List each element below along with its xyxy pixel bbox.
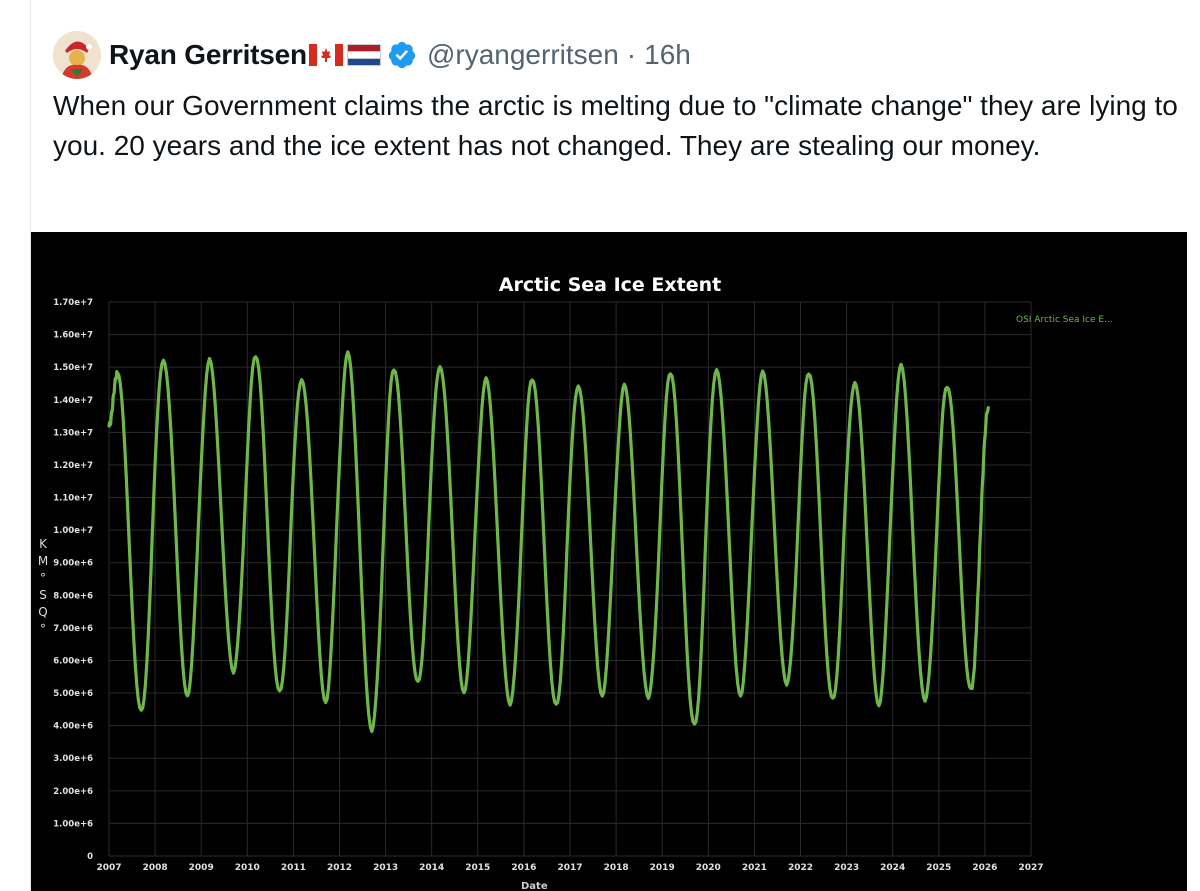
x-tick-label: 2010 xyxy=(235,863,260,873)
author-handle[interactable]: @ryangerritsen xyxy=(426,39,619,70)
x-tick-label: 2017 xyxy=(557,863,582,873)
y-tick-label: 1.20e+7 xyxy=(53,461,93,471)
x-tick-label: 2014 xyxy=(419,863,444,873)
x-tick-label: 2020 xyxy=(696,863,721,873)
tweet-card[interactable]: Ryan Gerritsen @ryangerritsen · 16h When… xyxy=(30,0,1200,891)
x-tick-label: 2021 xyxy=(742,863,767,873)
y-axis-label-char: K xyxy=(39,537,48,551)
tweet-header: Ryan Gerritsen @ryangerritsen · 16h xyxy=(53,30,691,80)
y-tick-label: 6.00e+6 xyxy=(53,656,93,666)
separator-dot: · xyxy=(626,39,637,70)
y-axis-label-char: ° xyxy=(40,622,46,636)
y-tick-label: 0 xyxy=(87,852,93,862)
avatar[interactable] xyxy=(53,31,101,79)
x-tick-label: 2008 xyxy=(143,863,168,873)
canada-flag-icon xyxy=(308,44,343,66)
x-tick-label: 2018 xyxy=(604,863,629,873)
y-tick-label: 9.00e+6 xyxy=(53,559,93,569)
y-tick-label: 1.40e+7 xyxy=(53,396,93,406)
y-axis-label: KM ° SQ ° xyxy=(38,537,48,636)
y-tick-label: 1.00e+6 xyxy=(53,819,93,829)
y-tick-label: 1.50e+7 xyxy=(53,363,93,373)
x-tick-label: 2027 xyxy=(1018,863,1043,873)
x-tick-label: 2015 xyxy=(465,863,490,873)
tweet-text: When our Government claims the arctic is… xyxy=(53,90,1178,161)
avatar-icon xyxy=(53,31,101,79)
y-axis-label-char: Q xyxy=(38,605,47,619)
x-tick-label: 2023 xyxy=(834,863,859,873)
x-tick-label: 2012 xyxy=(327,863,352,873)
x-axis-label: Date xyxy=(521,881,548,891)
y-tick-label: 1.60e+7 xyxy=(53,331,93,341)
netherlands-flag-icon xyxy=(346,44,381,66)
x-tick-label: 2022 xyxy=(788,863,813,873)
y-tick-label: 5.00e+6 xyxy=(53,689,93,699)
y-tick-label: 1.10e+7 xyxy=(53,494,93,504)
sea-ice-chart: 0 1.00e+6 2.00e+6 3.00e+6 4.00e+6 5.00e+6 6.00… xyxy=(38,274,1113,891)
y-tick-label: 3.00e+6 xyxy=(53,754,93,764)
x-tick-label: 2013 xyxy=(373,863,398,873)
tweet-media-chart[interactable]: 0 1.00e+6 2.00e+6 3.00e+6 4.00e+6 5.00e+6 6.00… xyxy=(31,232,1187,891)
y-tick-label: 4.00e+6 xyxy=(53,722,93,732)
y-tick-label: 2.00e+6 xyxy=(53,787,93,797)
x-tick-label: 2009 xyxy=(189,863,214,873)
legend-label[interactable]: OSI Arctic Sea Ice E... xyxy=(1016,315,1113,325)
y-tick-label: 1.30e+7 xyxy=(53,428,93,438)
y-axis-label-char: M xyxy=(38,554,48,568)
x-tick-label: 2019 xyxy=(650,863,675,873)
chart-grid xyxy=(108,301,1032,857)
y-tick-labels: 0 1.00e+6 2.00e+6 3.00e+6 4.00e+6 5.00e+6 6.00… xyxy=(53,298,93,862)
x-tick-label: 2024 xyxy=(880,863,905,873)
chart-title: Arctic Sea Ice Extent xyxy=(499,274,721,296)
author-name[interactable]: Ryan Gerritsen xyxy=(109,39,307,70)
x-tick-label: 2007 xyxy=(96,863,121,873)
x-tick-label: 2016 xyxy=(511,863,536,873)
y-axis-label-char: S xyxy=(39,588,47,602)
x-tick-label: 2025 xyxy=(926,863,951,873)
y-axis-label-char: ° xyxy=(40,571,46,585)
y-tick-label: 7.00e+6 xyxy=(53,624,93,634)
y-tick-label: 1.70e+7 xyxy=(53,298,93,308)
y-tick-label: 1.00e+7 xyxy=(53,526,93,536)
x-tick-label: 2026 xyxy=(972,863,997,873)
verified-badge-icon[interactable] xyxy=(387,40,417,70)
tweet-time[interactable]: 16h xyxy=(644,39,691,70)
series-line-osi-arctic-sea-ice xyxy=(107,350,991,734)
y-tick-label: 8.00e+6 xyxy=(53,591,93,601)
x-tick-label: 2011 xyxy=(281,863,306,873)
x-tick-labels: 2007 2008 2009 2010 2011 2012 2013 2014 2015 2016… xyxy=(96,863,1043,873)
flags xyxy=(308,44,381,66)
